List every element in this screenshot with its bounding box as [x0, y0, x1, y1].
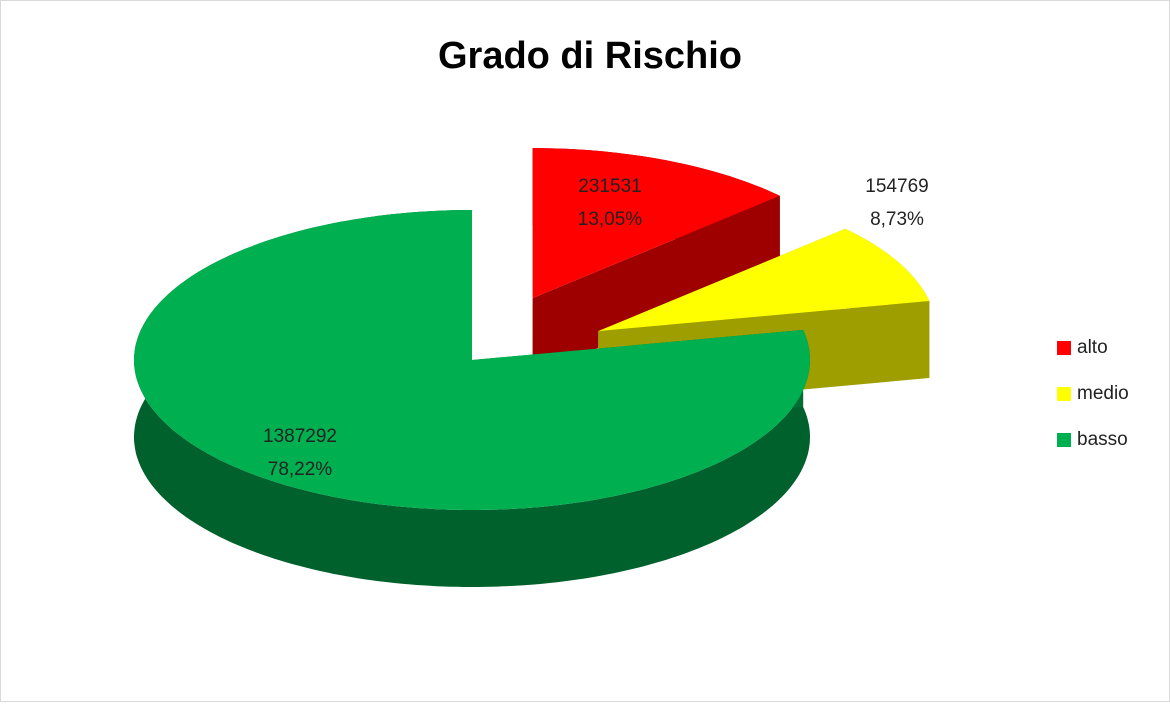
- chart-title: Grado di Rischio: [438, 35, 742, 77]
- legend-swatch: [1057, 341, 1071, 355]
- slice-wall: [532, 195, 780, 376]
- slice: [134, 210, 810, 510]
- legend-swatch: [1057, 433, 1071, 447]
- legend-swatch: [1057, 387, 1071, 401]
- slice: [598, 228, 930, 332]
- legend-label: alto: [1077, 337, 1108, 358]
- percentage-label: 78,22%: [268, 459, 333, 480]
- percentage-label: 8,73%: [870, 209, 924, 230]
- data-label: 231531: [578, 176, 641, 197]
- slice: [532, 148, 780, 299]
- percentage-label: 13,05%: [578, 209, 643, 230]
- data-label: 1387292: [263, 426, 337, 447]
- data-label: 154769: [865, 176, 928, 197]
- legend-label: basso: [1077, 429, 1128, 450]
- legend-label: medio: [1077, 383, 1129, 404]
